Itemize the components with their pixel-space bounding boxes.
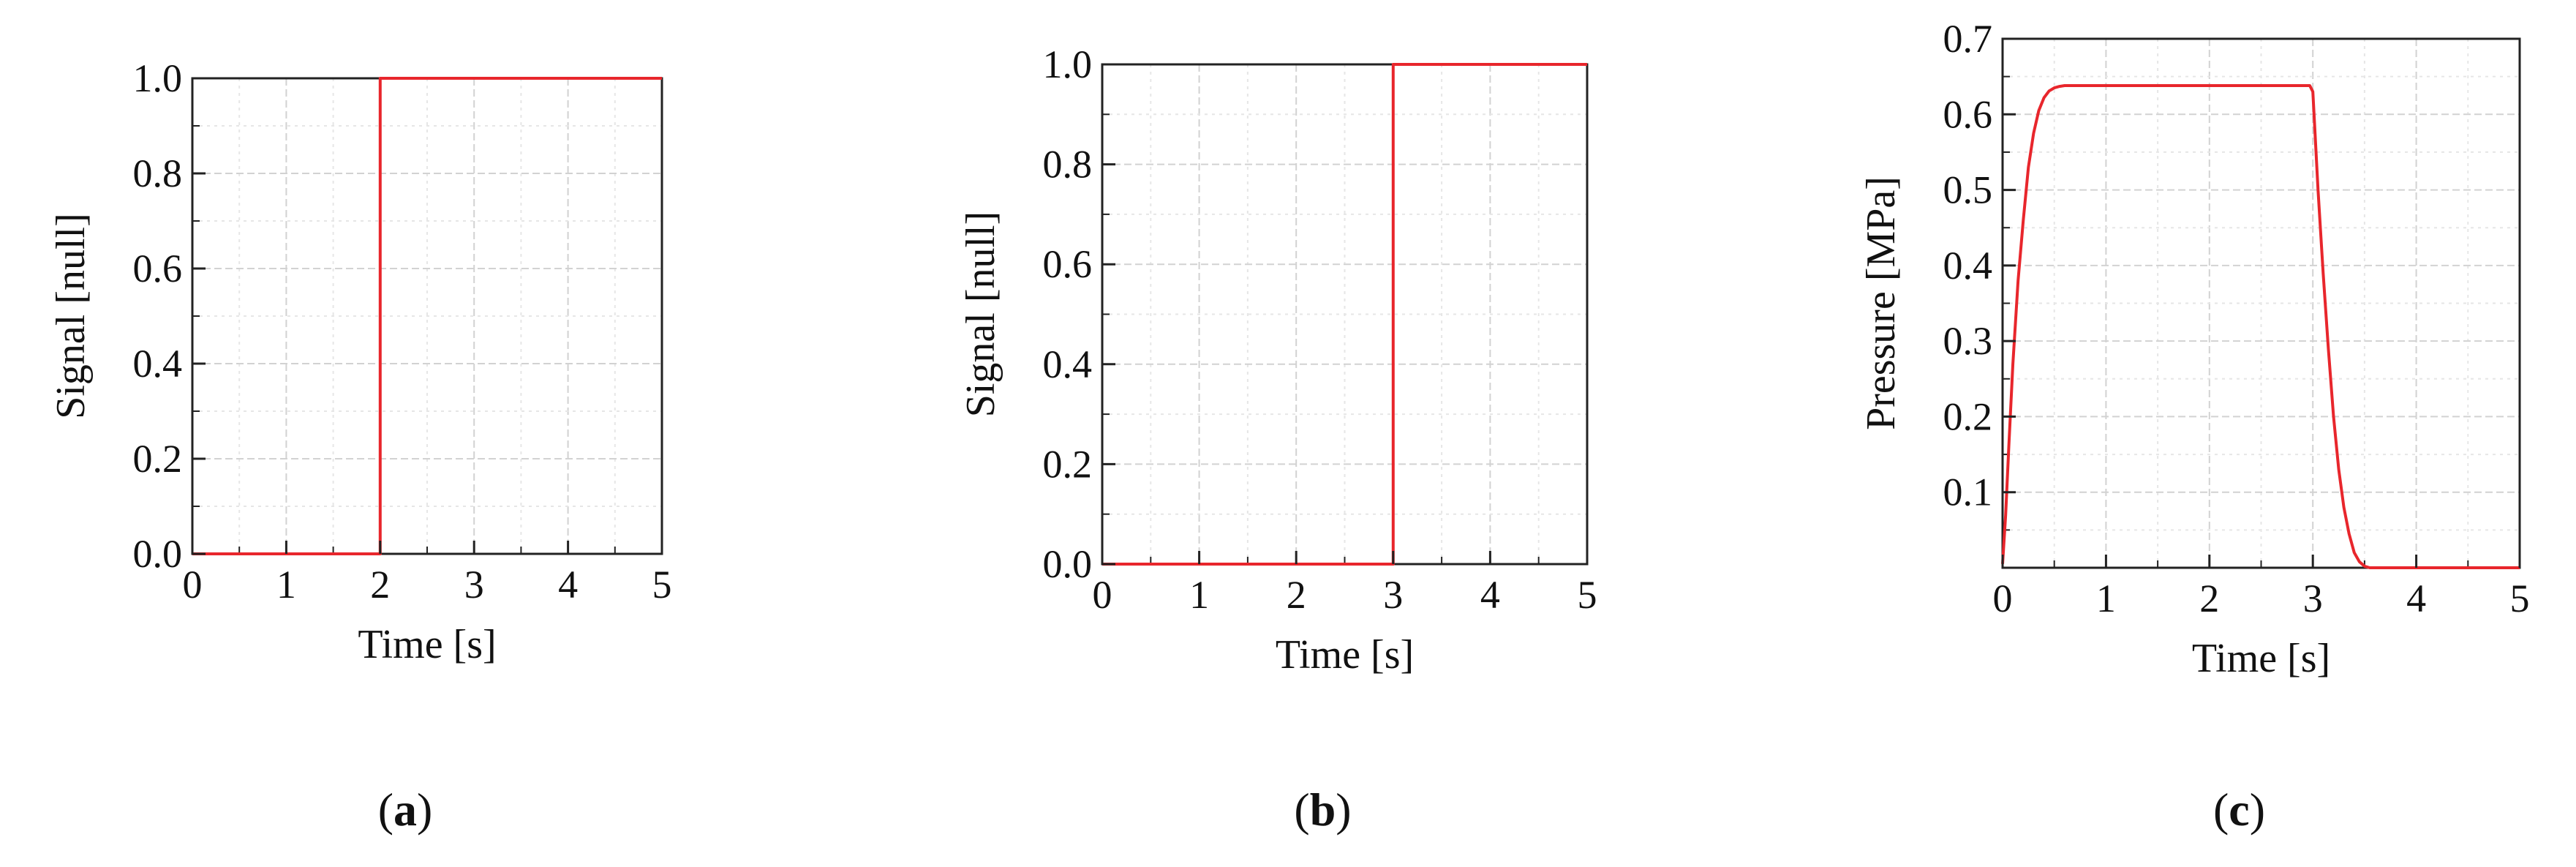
a-y-tick-label-0.6: 0.6	[133, 247, 183, 290]
panel-c-plot-frame	[2001, 37, 2521, 569]
panel-a-caption: (a)	[378, 784, 433, 836]
panel-b-x-axis-label: Time [s]	[1276, 632, 1414, 678]
c-y-tick-label-0.7: 0.7	[1943, 17, 1993, 61]
c-y-tick-label-0.6: 0.6	[1943, 92, 1993, 136]
panel-a-letter: a	[393, 784, 417, 836]
c-y-tick-label-0.3: 0.3	[1943, 319, 1993, 363]
panel-a: 0 1 2 3 4 5 0.0 0.2 0.4 0.6 0.8 1.0 Time [s] Signa…	[48, 56, 672, 836]
a-x-tick-label-3: 3	[464, 563, 484, 607]
b-x-tick-label-0: 0	[1093, 573, 1112, 617]
b-y-tick-label-0.4: 0.4	[1043, 342, 1093, 386]
panel-c-x-tick-labels: 0 1 2 3 4 5	[1993, 555, 2530, 620]
c-x-tick-label-5: 5	[2510, 577, 2530, 620]
b-x-tick-label-2: 2	[1287, 573, 1306, 617]
b-y-tick-label-0.0: 0.0	[1043, 542, 1093, 586]
b-series-line-0	[1102, 63, 1587, 566]
c-x-tick-label-2: 2	[2199, 577, 2219, 620]
c-y-tick-label-0.4: 0.4	[1943, 244, 1993, 288]
a-x-tick-label-2: 2	[370, 563, 390, 607]
a-y-tick-label-0.8: 0.8	[133, 151, 183, 195]
a-y-tick-label-0.4: 0.4	[133, 342, 183, 386]
panel-b-grid	[1101, 64, 1588, 565]
c-y-tick-label-0.1: 0.1	[1943, 470, 1993, 514]
b-x-tick-label-3: 3	[1383, 573, 1403, 617]
panel-c-series	[2001, 84, 2520, 569]
c-x-tick-label-1: 1	[2096, 577, 2116, 620]
panel-b-x-tick-labels: 0 1 2 3 4 5	[1093, 551, 1597, 617]
panel-a-y-tick-labels: 0.0 0.2 0.4 0.6 0.8 1.0	[133, 56, 206, 576]
b-x-tick-label-5: 5	[1578, 573, 1597, 617]
a-y-tick-label-0.2: 0.2	[133, 437, 183, 481]
panel-c-caption: (c)	[2213, 784, 2265, 836]
panel-c-x-axis-label: Time [s]	[2192, 636, 2330, 681]
b-x-tick-label-1: 1	[1189, 573, 1209, 617]
panel-a-x-tick-labels: 0 1 2 3 4 5	[183, 541, 672, 607]
panel-c-grid	[2002, 38, 2520, 568]
b-y-tick-label-1.0: 1.0	[1043, 42, 1093, 86]
a-x-tick-label-0: 0	[183, 563, 203, 607]
panel-a-minor-ticks	[192, 125, 616, 554]
b-y-tick-label-0.6: 0.6	[1043, 242, 1093, 286]
panel-c-y-axis-label: Pressure [MPa]	[1858, 176, 1904, 430]
c-x-tick-label-4: 4	[2406, 577, 2426, 620]
panel-c-minor-ticks	[2003, 75, 2469, 568]
panel-a-y-axis-label: Signal [null]	[48, 213, 94, 419]
a-y-tick-label-1.0: 1.0	[133, 56, 183, 100]
a-y-tick-label-0.0: 0.0	[133, 532, 183, 576]
panel-a-x-axis-label: Time [s]	[358, 622, 496, 667]
c-series-line-0	[2001, 84, 2520, 569]
panel-c-letter: c	[2229, 784, 2249, 836]
b-y-tick-label-0.8: 0.8	[1043, 143, 1093, 187]
c-x-tick-label-0: 0	[1993, 577, 2013, 620]
b-x-tick-label-4: 4	[1480, 573, 1500, 617]
c-y-tick-label-0.2: 0.2	[1943, 394, 1993, 438]
panel-c-y-tick-labels: 0.1 0.2 0.3 0.4 0.5 0.6 0.7	[1943, 17, 2016, 514]
a-x-tick-label-4: 4	[558, 563, 578, 607]
panel-b-y-axis-label: Signal [null]	[958, 211, 1003, 418]
panel-b: 0 1 2 3 4 5 0.0 0.2 0.4 0.6 0.8 1.0 Time [s] Signa…	[958, 42, 1597, 836]
c-x-tick-label-3: 3	[2303, 577, 2323, 620]
c-y-tick-label-0.5: 0.5	[1943, 168, 1993, 212]
b-y-tick-label-0.2: 0.2	[1043, 442, 1093, 486]
panel-a-grid	[192, 78, 663, 555]
panel-b-caption: (b)	[1294, 784, 1351, 836]
panel-b-minor-ticks	[1102, 113, 1540, 564]
a-x-tick-label-1: 1	[276, 563, 296, 607]
panel-c: 0 1 2 3 4 5 0.1 0.2 0.3 0.4 0.5 0.6 0.7 Time [s] Pr…	[1858, 17, 2530, 836]
panel-b-series	[1102, 63, 1587, 566]
a-x-tick-label-5: 5	[652, 563, 672, 607]
panel-b-y-tick-labels: 0.0 0.2 0.4 0.6 0.8 1.0	[1043, 42, 1115, 586]
panel-b-letter: b	[1310, 784, 1336, 836]
